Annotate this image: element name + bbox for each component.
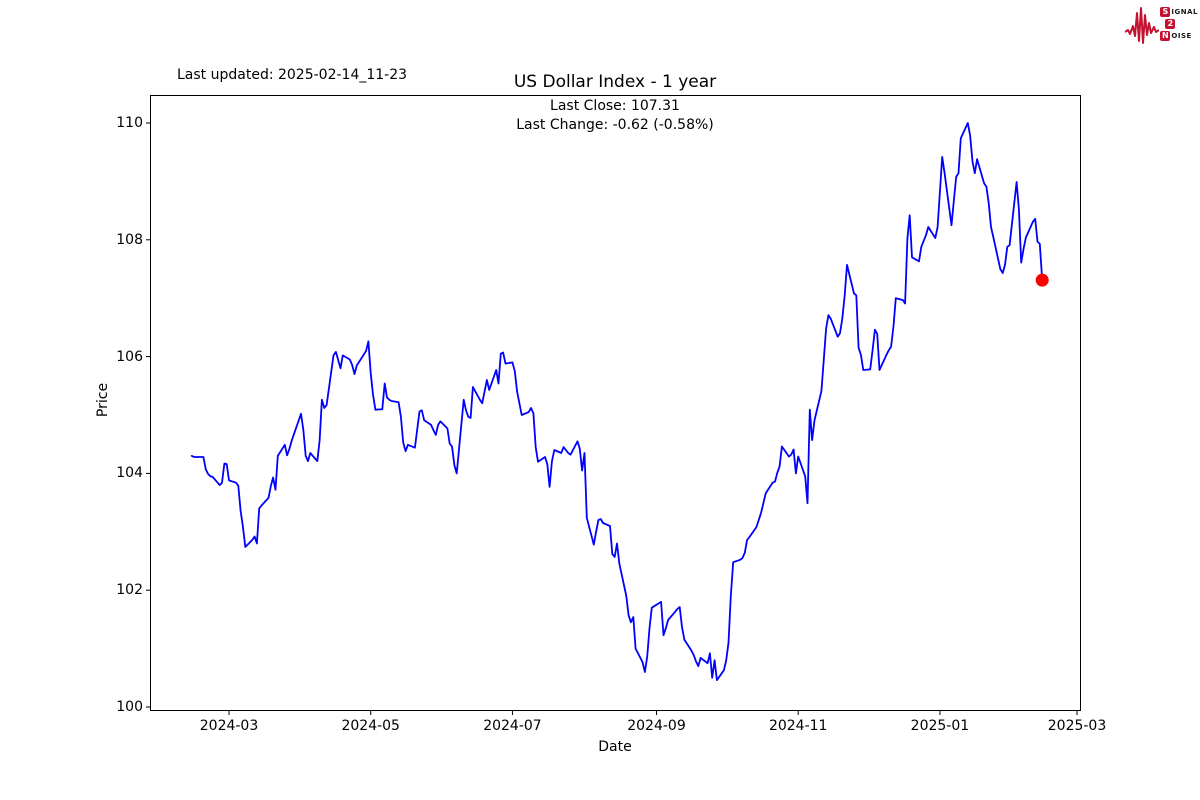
y-axis-label: Price (95, 382, 111, 418)
x-tick-label: 2024-07 (483, 718, 542, 734)
logo-text-ignal: IGNAL (1171, 8, 1198, 16)
logo-number-2: 2 (1165, 19, 1176, 29)
heartbeat-waveform-icon (1125, 7, 1160, 44)
x-axis-label: Date (598, 739, 632, 755)
y-tick-label: 110 (116, 115, 143, 131)
logo-text-oise: OISE (1171, 32, 1192, 40)
y-tick-label: 104 (116, 465, 143, 482)
price-line (190, 122, 1044, 681)
x-tick-label: 2024-09 (627, 718, 686, 734)
axis-tick-marks (146, 122, 1078, 715)
logo-letter-n: N (1160, 31, 1171, 41)
last-close-annotation: Last Close: 107.31 (550, 98, 680, 114)
signal2noise-logo: S IGNAL 2 N OISE (1125, 4, 1198, 44)
logo-text: S IGNAL 2 N OISE (1160, 7, 1198, 42)
y-tick-label: 102 (116, 582, 143, 599)
logo-row-2: 2 (1165, 19, 1198, 30)
y-tick-label: 108 (116, 231, 143, 248)
last-updated-text: Last updated: 2025-02-14_11-23 (177, 67, 408, 83)
x-tick-label: 2024-05 (341, 718, 400, 734)
logo-row-noise: N OISE (1160, 31, 1198, 42)
last-change-annotation: Last Change: -0.62 (-0.58%) (516, 117, 714, 133)
logo-row-signal: S IGNAL (1160, 7, 1198, 18)
logo-letter-s: S (1160, 7, 1171, 17)
x-tick-label: 2025-01 (910, 718, 970, 734)
last-close-dot (1035, 273, 1049, 287)
y-tick-label: 100 (116, 699, 143, 715)
axes-frame (150, 95, 1081, 711)
y-tick-label: 106 (116, 348, 143, 365)
x-tick-label: 2024-03 (199, 718, 259, 734)
x-tick-label: 2024-11 (768, 718, 828, 734)
chart-title: US Dollar Index - 1 year (513, 72, 717, 92)
x-tick-label: 2025-03 (1047, 718, 1107, 734)
